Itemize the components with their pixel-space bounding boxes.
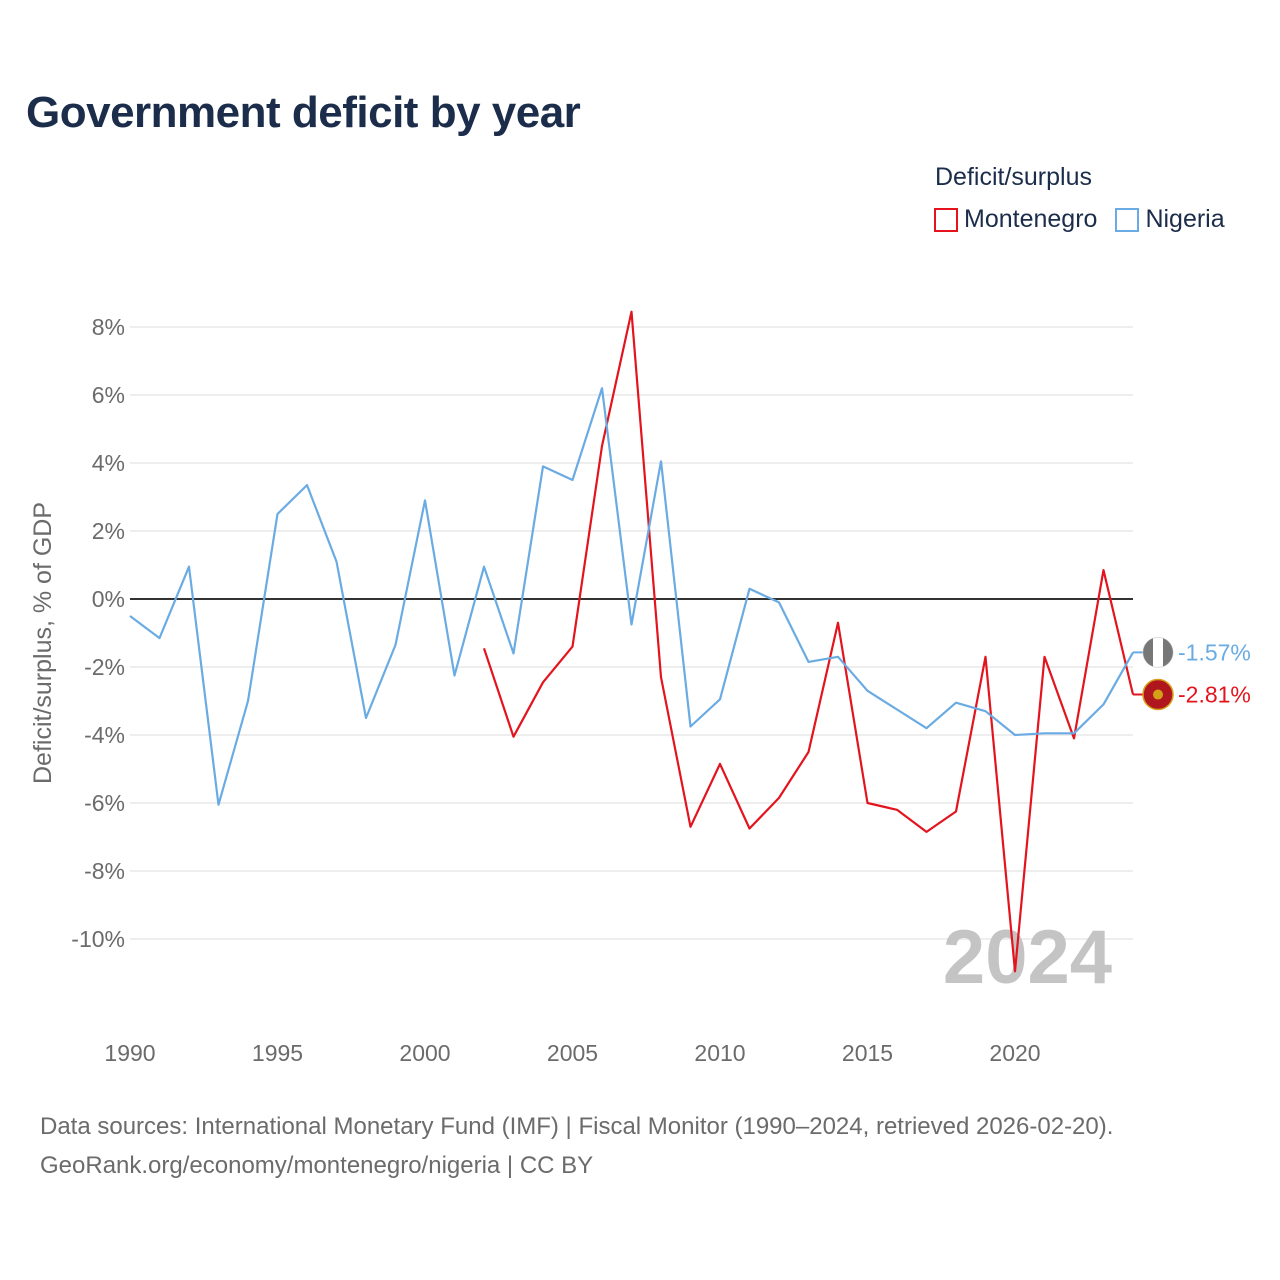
x-tick-label: 2015 <box>842 1040 893 1066</box>
end-label-nigeria: -1.57% <box>1178 639 1251 665</box>
x-tick-label: 1990 <box>104 1040 155 1066</box>
legend-label-nigeria: Nigeria <box>1145 205 1225 233</box>
nigeria-flag-stripe-right <box>1163 638 1173 667</box>
y-axis-ticks: 8% 6% 4% 2% 0% -2% -4% -6% -8% -10% <box>71 314 125 952</box>
y-tick-label: -2% <box>84 654 125 680</box>
y-axis-label: Deficit/surplus, % of GDP <box>29 502 57 784</box>
source-line-1: Data sources: International Monetary Fun… <box>40 1113 1114 1140</box>
series-lines <box>129 310 1135 973</box>
y-tick-label: 2% <box>92 518 125 544</box>
source-note: Data sources: International Monetary Fun… <box>40 1107 1113 1185</box>
y-tick-label: 0% <box>92 586 125 612</box>
y-tick-label: 8% <box>92 314 125 340</box>
source-line-2[interactable]: GeoRank.org/economy/montenegro/nigeria |… <box>40 1152 594 1179</box>
x-tick-label: 1995 <box>252 1040 303 1066</box>
end-markers: -2.81% -1.57% <box>1133 636 1251 711</box>
year-watermark: 2024 <box>943 915 1112 1000</box>
legend-item-nigeria[interactable]: Nigeria <box>1115 205 1225 234</box>
y-tick-label: 6% <box>92 382 125 408</box>
legend-title: Deficit/surplus <box>935 163 1092 191</box>
y-tick-label: -8% <box>84 858 125 884</box>
x-tick-label: 2005 <box>547 1040 598 1066</box>
legend-swatch-montenegro <box>934 207 958 232</box>
x-tick-label: 2000 <box>399 1040 450 1066</box>
line-chart: 8% 6% 4% 2% 0% -2% -4% -6% -8% -10% 1990 1995 2000 2… <box>29 310 1251 1066</box>
legend-label-montenegro: Montenegro <box>964 205 1098 233</box>
montenegro-flag-emblem <box>1153 689 1163 700</box>
gridlines <box>130 326 1133 940</box>
chart-title: Government deficit by year <box>26 88 581 137</box>
legend-swatch-nigeria <box>1115 207 1140 232</box>
y-tick-label: -10% <box>71 926 125 952</box>
y-tick-label: -6% <box>84 790 125 816</box>
legend-item-montenegro[interactable]: Montenegro <box>934 205 1097 234</box>
nigeria-flag-stripe-left <box>1143 638 1153 667</box>
series-line-montenegro[interactable] <box>482 310 1135 973</box>
series-line-nigeria[interactable] <box>129 387 1134 806</box>
x-axis-ticks: 1990 1995 2000 2005 2010 2015 2020 <box>104 1040 1040 1066</box>
x-tick-label: 2010 <box>694 1040 745 1066</box>
legend: Montenegro Nigeria <box>934 205 1243 234</box>
y-tick-label: -4% <box>84 722 125 748</box>
end-label-montenegro: -2.81% <box>1178 682 1251 708</box>
x-tick-label: 2020 <box>989 1040 1040 1066</box>
y-tick-label: 4% <box>92 450 125 476</box>
